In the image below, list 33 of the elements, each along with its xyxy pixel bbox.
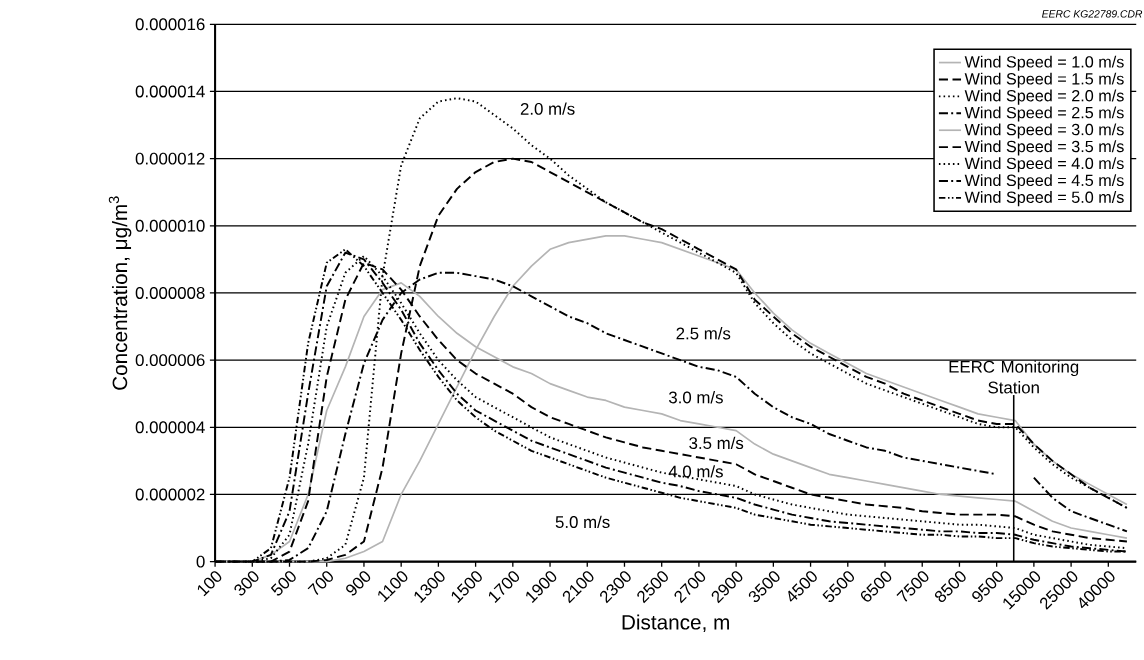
legend-label: Wind Speed = 1.0 m/s <box>964 55 1124 71</box>
annotation: 5.0 m/s <box>555 515 610 529</box>
y-tick-label: 0.000014 <box>135 85 205 98</box>
x-tick-label: 500 <box>270 571 296 596</box>
y-axis-title: Concentration, μg/m$^{3}$ <box>108 196 132 390</box>
annotation: 2.0 m/s <box>520 102 575 115</box>
annotation: 4.0 m/s <box>668 465 723 478</box>
annotation: 2.5 m/s <box>676 327 731 340</box>
y-tick-label: 0.000004 <box>135 421 205 434</box>
annotation: 3.0 m/s <box>668 391 723 404</box>
legend-label: Wind Speed = 1.5 m/s <box>964 72 1124 88</box>
legend-label: Wind Speed = 4.5 m/s <box>964 174 1124 190</box>
x-tick-label: 700 <box>307 571 333 596</box>
legend-label: Wind Speed = 4.0 m/s <box>964 157 1124 173</box>
x-tick-label: 900 <box>346 571 371 596</box>
x-axis-title: Distance, m <box>622 614 729 633</box>
y-tick-label: 0.000010 <box>135 219 205 232</box>
y-tick-label: 0.000002 <box>135 488 205 501</box>
y-tick-label: 0.000016 <box>135 18 205 31</box>
x-tick-label: 100 <box>197 571 222 597</box>
legend-label: Wind Speed = 5.0 m/s <box>964 191 1124 207</box>
y-tick-label: 0.000012 <box>135 152 205 165</box>
legend-label: Wind Speed = 3.5 m/s <box>964 140 1124 156</box>
annotation: EERC Monitoring Station <box>949 360 1079 394</box>
y-tick-label: 0.000006 <box>135 354 205 367</box>
x-tick-label: 300 <box>234 571 259 596</box>
legend-label: Wind Speed = 2.0 m/s <box>964 89 1124 105</box>
y-tick-label: 0.000008 <box>135 287 205 300</box>
annotation: 3.5 m/s <box>689 436 744 450</box>
legend-label: Wind Speed = 2.5 m/s <box>964 106 1124 122</box>
legend-label: Wind Speed = 3.0 m/s <box>964 123 1124 139</box>
y-tick-label: 0 <box>196 555 205 568</box>
text: EERC KG22789.CDR <box>1041 10 1143 18</box>
